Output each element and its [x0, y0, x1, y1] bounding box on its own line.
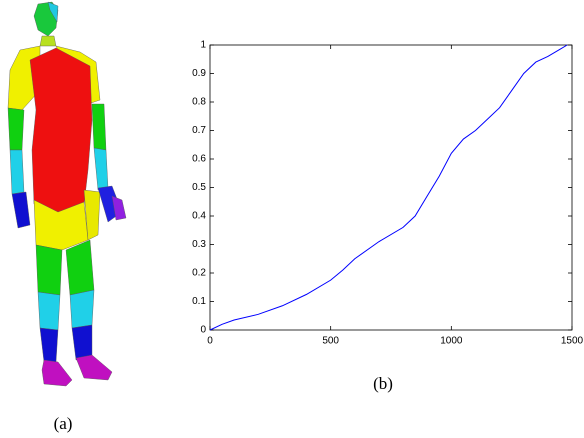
y-tick-label: 0.4	[192, 211, 206, 222]
panel-label: (a)	[54, 414, 73, 433]
y-tick-label: 0.9	[192, 68, 206, 79]
y-tick-label: 0.1	[192, 296, 206, 307]
y-tick-label: 0.6	[192, 154, 206, 165]
y-tick-label: 0.7	[192, 125, 206, 136]
plot-frame	[209, 44, 573, 331]
x-tick-label: 1500	[561, 336, 584, 347]
x-tick-label: 1000	[440, 336, 463, 347]
x-tick-label: 0	[207, 336, 213, 347]
y-tick-label: 1	[200, 40, 206, 51]
y-tick-label: 0	[200, 325, 206, 336]
panel-label: (b)	[373, 374, 393, 393]
human-model	[7, 1, 127, 387]
y-tick-label: 0.3	[192, 239, 206, 250]
line-series	[209, 44, 568, 331]
x-tick-label: 500	[322, 336, 339, 347]
y-tick-label: 0.8	[192, 97, 206, 108]
y-tick-label: 0.5	[192, 182, 206, 193]
y-tick-label: 0.2	[192, 268, 206, 279]
